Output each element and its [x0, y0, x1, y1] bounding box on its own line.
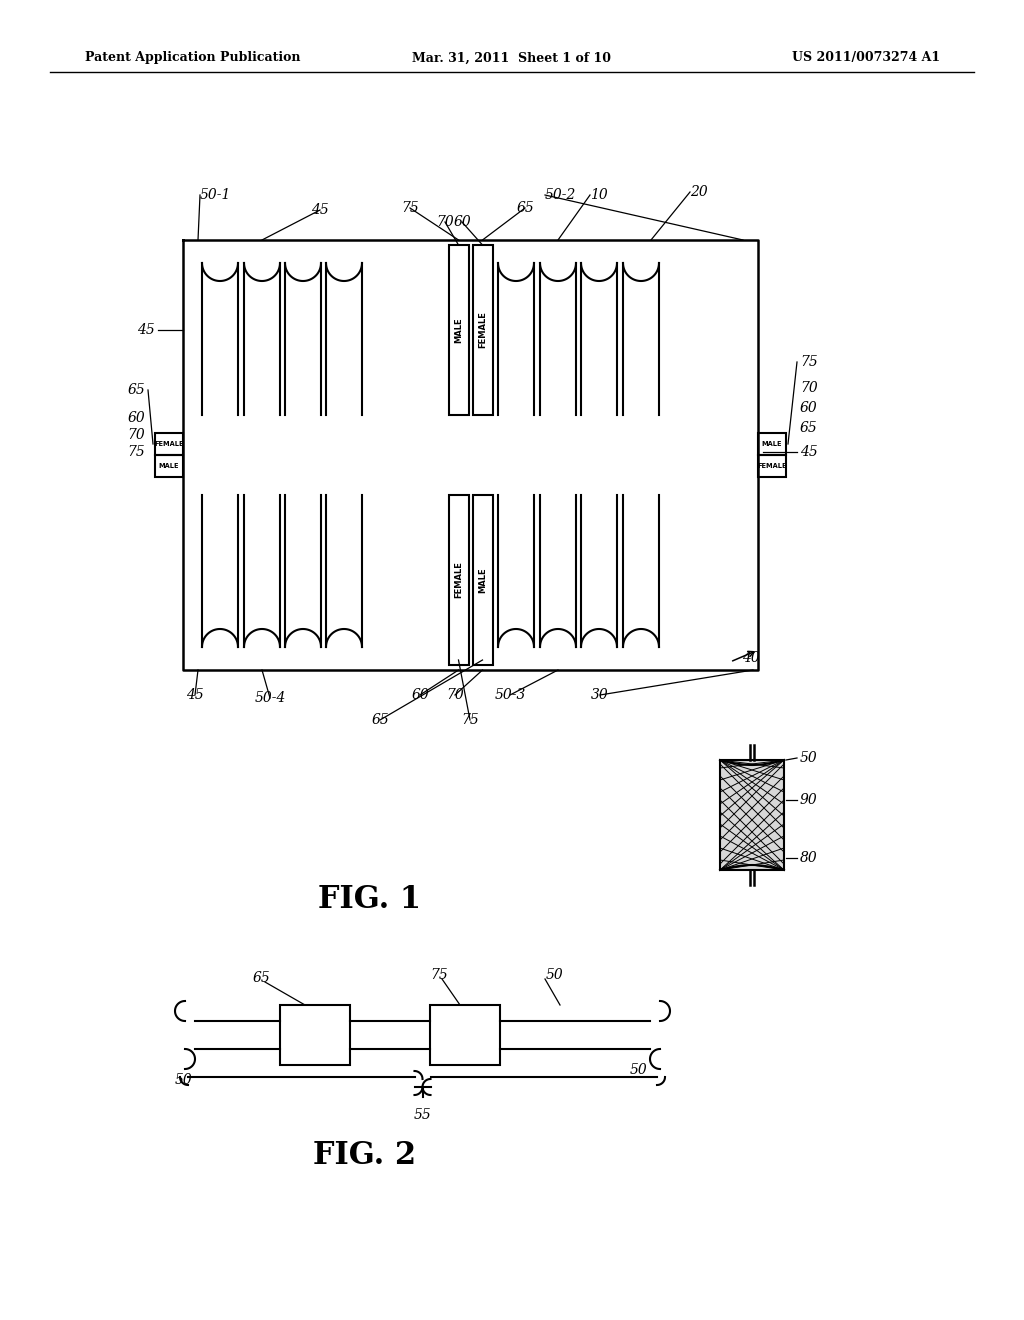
Bar	[449, 246, 469, 414]
Text: FEMALE: FEMALE	[155, 441, 183, 447]
Text: 65: 65	[253, 972, 270, 985]
Bar	[720, 760, 784, 870]
Text: 70: 70	[127, 428, 145, 442]
Text: 50-2: 50-2	[545, 187, 577, 202]
Text: 65: 65	[800, 421, 818, 436]
Text: 30: 30	[591, 688, 609, 702]
Text: 75: 75	[800, 355, 818, 370]
Text: 65: 65	[127, 383, 145, 397]
Text: Patent Application Publication: Patent Application Publication	[85, 51, 300, 65]
Text: 75: 75	[401, 201, 419, 215]
Text: FEMALE: FEMALE	[454, 561, 463, 598]
Text: MALE: MALE	[159, 463, 179, 469]
Text: MALE: MALE	[762, 441, 782, 447]
Text: 50-4: 50-4	[254, 690, 286, 705]
Bar	[720, 760, 784, 870]
Text: FIG. 2: FIG. 2	[313, 1139, 417, 1171]
Text: Mar. 31, 2011  Sheet 1 of 10: Mar. 31, 2011 Sheet 1 of 10	[413, 51, 611, 65]
Text: 75: 75	[127, 445, 145, 459]
Bar	[758, 455, 786, 477]
Text: 45: 45	[137, 323, 155, 337]
Text: 90: 90	[800, 793, 818, 807]
Bar	[449, 495, 469, 665]
Bar	[758, 433, 786, 455]
Text: MALE: MALE	[454, 317, 463, 343]
Text: 50: 50	[546, 968, 564, 982]
Bar	[280, 1005, 350, 1065]
Text: 65: 65	[371, 713, 389, 727]
Text: 60: 60	[800, 401, 818, 414]
Text: US 2011/0073274 A1: US 2011/0073274 A1	[792, 51, 940, 65]
Text: 70: 70	[800, 381, 818, 395]
Text: 45: 45	[186, 688, 204, 702]
Text: MALE: MALE	[478, 568, 487, 593]
Text: FEMALE: FEMALE	[758, 463, 786, 469]
Text: 50: 50	[800, 751, 818, 766]
Bar	[430, 1005, 500, 1065]
Text: 40: 40	[742, 651, 760, 665]
Text: 65: 65	[516, 201, 534, 215]
Text: 80: 80	[800, 851, 818, 865]
Text: 50: 50	[630, 1063, 648, 1077]
Bar	[472, 495, 493, 665]
Text: 20: 20	[690, 185, 708, 199]
Text: 45: 45	[311, 203, 329, 216]
Text: FEMALE: FEMALE	[478, 312, 487, 348]
Bar	[155, 455, 183, 477]
Text: 50-3: 50-3	[495, 688, 525, 702]
Text: 75: 75	[461, 713, 479, 727]
Text: 50-1: 50-1	[200, 187, 231, 202]
Text: 10: 10	[590, 187, 608, 202]
Text: 50: 50	[175, 1073, 193, 1086]
Text: 55: 55	[414, 1107, 431, 1122]
Text: 60: 60	[454, 215, 471, 228]
Text: 60: 60	[411, 688, 429, 702]
Text: 60: 60	[127, 411, 145, 425]
Bar	[472, 246, 493, 414]
Text: FIG. 1: FIG. 1	[318, 884, 422, 916]
Text: 75: 75	[430, 968, 447, 982]
Bar	[155, 433, 183, 455]
Text: 45: 45	[800, 445, 818, 459]
Text: 70: 70	[446, 688, 464, 702]
Text: 70: 70	[436, 215, 454, 228]
